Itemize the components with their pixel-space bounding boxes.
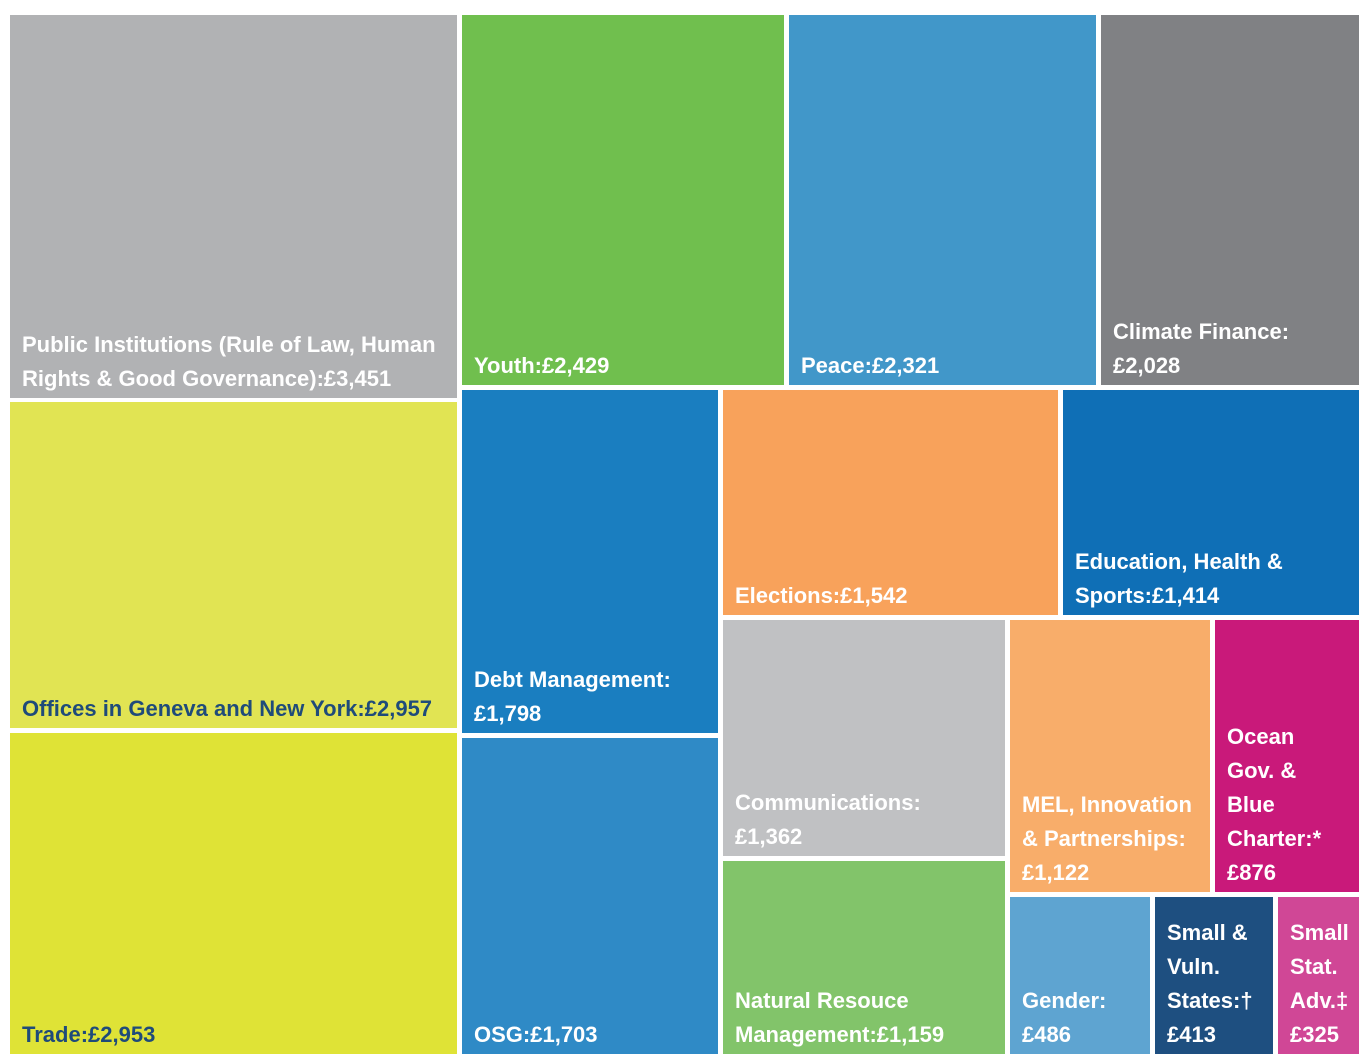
cell-label: Public Institutions (Rule of Law, Human … [22, 332, 442, 391]
value-label: £2,957 [365, 696, 432, 721]
value-label: £1,703 [530, 1022, 597, 1047]
cell-label: Elections: [735, 583, 840, 608]
cell-label: Climate Finance: [1113, 319, 1289, 344]
cell-label: Ocean Gov. & Blue Charter:* [1227, 724, 1322, 851]
value-label: £413 [1167, 1022, 1216, 1047]
value-label: £2,028 [1113, 353, 1180, 378]
treemap-cell [1215, 620, 1359, 892]
cell-label: Gender: [1022, 988, 1106, 1013]
value-label: £3,451 [324, 366, 391, 391]
cell-label: Small & Vuln. States:† [1167, 920, 1254, 1013]
treemap-cell [1010, 897, 1150, 1054]
treemap-cell [462, 15, 784, 385]
cell-label: Communications: [735, 790, 921, 815]
value-label: £1,362 [735, 824, 802, 849]
cell-label: Peace: [801, 353, 872, 378]
treemap-cell [1063, 390, 1359, 615]
value-label: £2,321 [872, 353, 939, 378]
value-label: £486 [1022, 1022, 1071, 1047]
treemap-cell [1278, 897, 1359, 1054]
treemap-cell [10, 402, 457, 728]
treemap-cell [1101, 15, 1359, 385]
cell-label: Education, Health & Sports: [1075, 549, 1289, 608]
treemap-cell [10, 15, 457, 398]
cell-label: Youth: [474, 353, 542, 378]
value-label: £1,798 [474, 701, 541, 726]
value-label: £876 [1227, 860, 1276, 885]
cell-label: Trade: [22, 1022, 88, 1047]
treemap-cell [1010, 620, 1210, 892]
cell-label: Debt Management: [474, 667, 671, 692]
treemap-cell [1155, 897, 1273, 1054]
cell-label: Offices in Geneva and New York: [22, 696, 365, 721]
cell-label: OSG: [474, 1022, 530, 1047]
treemap-cell [462, 738, 718, 1054]
value-label: £325 [1290, 1022, 1339, 1047]
cell-label: Natural Resouce Management: [735, 988, 915, 1047]
treemap-cell [789, 15, 1096, 385]
value-label: £1,159 [877, 1022, 944, 1047]
treemap-cell [462, 390, 718, 733]
value-label: £2,953 [88, 1022, 155, 1047]
treemap-cell [10, 733, 457, 1054]
treemap-cell [723, 620, 1005, 856]
treemap-cell [723, 861, 1005, 1054]
value-label: £1,542 [840, 583, 907, 608]
treemap-cell [723, 390, 1058, 615]
value-label: £1,414 [1152, 583, 1220, 608]
value-label: £2,429 [542, 353, 609, 378]
cell-label: Small Stat. Adv.‡ [1290, 920, 1355, 1013]
value-label: £1,122 [1022, 860, 1089, 885]
cell-label: MEL, Innovation & Partnerships: [1022, 792, 1198, 851]
